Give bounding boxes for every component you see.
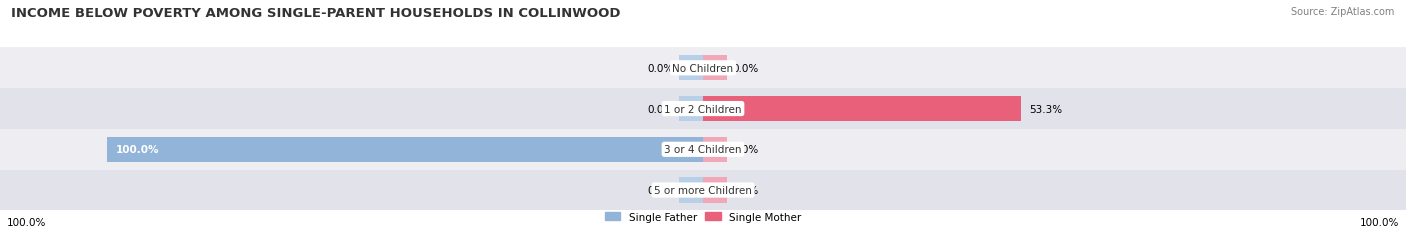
Bar — [679, 56, 703, 81]
Text: 3 or 4 Children: 3 or 4 Children — [664, 145, 742, 155]
Text: 0.0%: 0.0% — [733, 185, 759, 195]
Bar — [679, 178, 703, 203]
Text: Source: ZipAtlas.com: Source: ZipAtlas.com — [1291, 7, 1395, 17]
Bar — [703, 178, 727, 203]
Bar — [0, 48, 1406, 89]
Bar — [0, 170, 1406, 210]
Text: 100.0%: 100.0% — [7, 217, 46, 227]
Bar — [703, 56, 727, 81]
Text: 53.3%: 53.3% — [1029, 104, 1063, 114]
Text: 0.0%: 0.0% — [733, 64, 759, 73]
Bar — [703, 97, 1021, 122]
Text: 0.0%: 0.0% — [647, 104, 673, 114]
Text: 0.0%: 0.0% — [647, 185, 673, 195]
Legend: Single Father, Single Mother: Single Father, Single Mother — [600, 208, 806, 226]
Bar — [679, 97, 703, 122]
Text: 100.0%: 100.0% — [117, 145, 160, 155]
Text: 100.0%: 100.0% — [1360, 217, 1399, 227]
Text: 0.0%: 0.0% — [647, 64, 673, 73]
Text: INCOME BELOW POVERTY AMONG SINGLE-PARENT HOUSEHOLDS IN COLLINWOOD: INCOME BELOW POVERTY AMONG SINGLE-PARENT… — [11, 7, 620, 20]
Bar — [0, 89, 1406, 129]
Bar — [703, 137, 727, 162]
Text: No Children: No Children — [672, 64, 734, 73]
Text: 1 or 2 Children: 1 or 2 Children — [664, 104, 742, 114]
Bar — [0, 129, 1406, 170]
Bar — [107, 137, 703, 162]
Text: 5 or more Children: 5 or more Children — [654, 185, 752, 195]
Text: 0.0%: 0.0% — [733, 145, 759, 155]
